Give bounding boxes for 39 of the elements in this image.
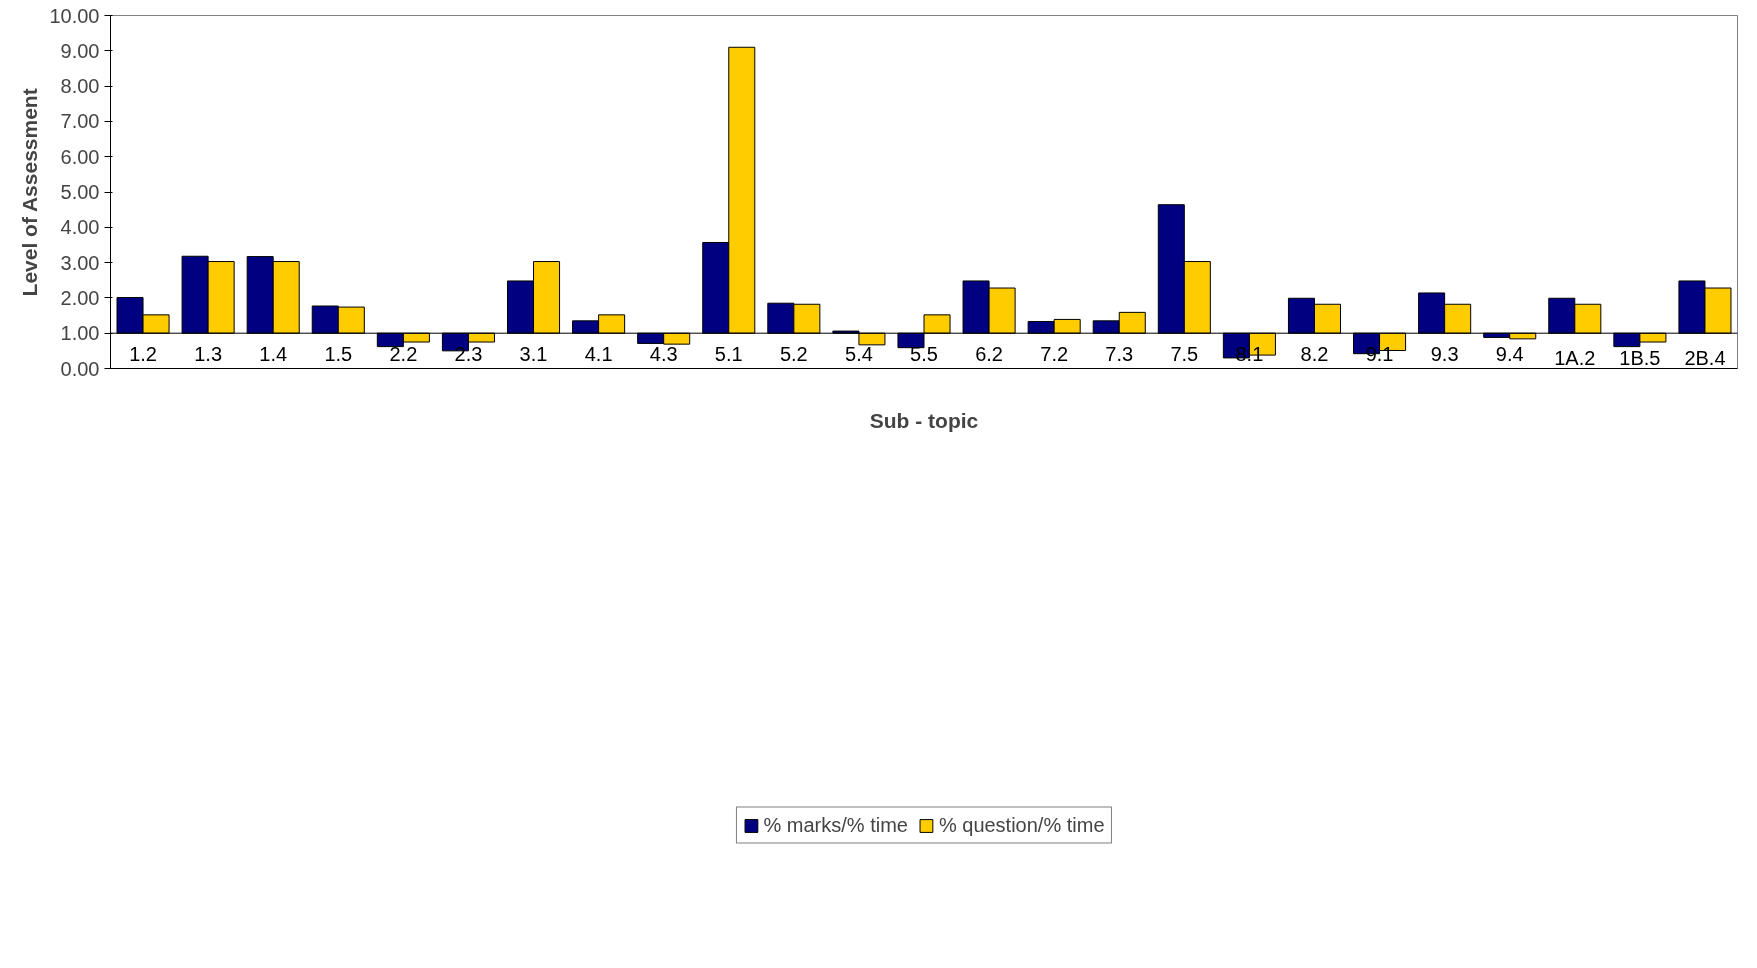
y-tick-label: 4.00: [60, 216, 100, 239]
x-tick-label: 1.5: [324, 343, 353, 366]
x-tick-label: 7.2: [1040, 343, 1069, 366]
x-tick-label: 1.3: [194, 343, 223, 366]
x-tick-label: 1A.2: [1554, 347, 1596, 370]
x-tick-label: 2.2: [389, 343, 418, 366]
x-tick-label: 1.2: [129, 343, 157, 366]
x-tick-label: 5.1: [714, 343, 743, 366]
y-axis-title: Level of Assessment: [18, 88, 42, 297]
y-tick-label: 2.00: [60, 286, 100, 309]
y-tick-label: 1.00: [60, 322, 100, 345]
x-tick-label: 7.5: [1170, 343, 1199, 366]
x-tick-label: 5.4: [845, 343, 873, 366]
x-axis-title: Sub - topic: [869, 408, 979, 432]
x-tick-label: 3.1: [519, 343, 548, 366]
y-tick-label: 7.00: [60, 110, 100, 133]
x-tick-label: 2B.4: [1684, 347, 1726, 370]
x-tick-label: 9.3: [1430, 343, 1459, 366]
y-tick-label: 5.00: [60, 181, 100, 203]
legend-label: % question/% time: [938, 813, 1105, 837]
legend-label: % marks/% time: [763, 813, 908, 837]
x-tick-label: 5.2: [779, 343, 808, 366]
x-tick-label: 8.1: [1235, 343, 1264, 366]
y-tick-label: 8.00: [60, 75, 100, 98]
x-tick-label: 6.2: [975, 343, 1003, 366]
x-tick-label: 5.5: [910, 343, 938, 366]
y-tick-label: 0.00: [60, 357, 100, 380]
x-tick-label: 9.4: [1495, 343, 1524, 366]
x-tick-label: 1B.5: [1619, 347, 1661, 370]
x-tick-label: 4.1: [584, 343, 613, 366]
y-tick-label: 9.00: [60, 39, 100, 62]
y-tick-label: 3.00: [60, 251, 100, 274]
y-tick-label: 10.00: [49, 4, 100, 27]
x-tick-label: 1.4: [259, 343, 288, 366]
x-tick-label: 7.3: [1105, 343, 1134, 366]
x-tick-label: 2.3: [454, 343, 483, 366]
y-tick-label: 6.00: [60, 145, 100, 168]
x-tick-label: 8.2: [1300, 343, 1329, 366]
x-tick-label: 4.3: [649, 343, 678, 366]
